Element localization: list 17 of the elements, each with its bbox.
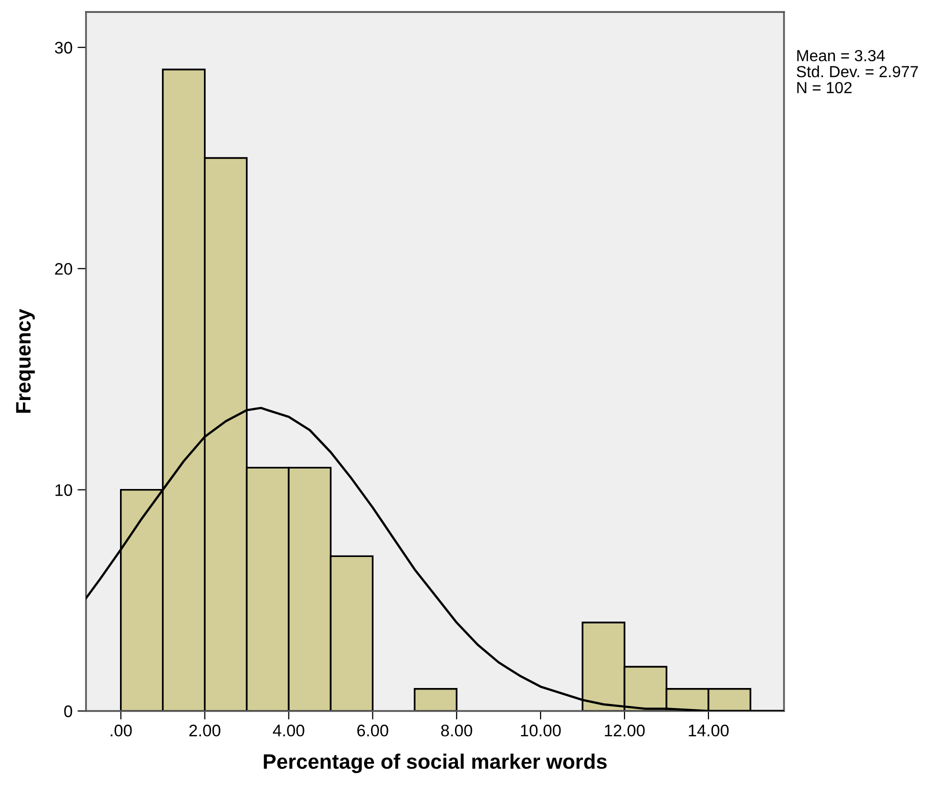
x-tick-label: 8.00: [441, 724, 472, 736]
text: Mean = 3.34: [797, 50, 885, 62]
x-tick-label: 2.00: [189, 724, 220, 736]
x-tick-label: 10.00: [520, 724, 561, 736]
x-axis-title: Percentage of social marker words: [264, 754, 607, 774]
x-tick-label: 6.00: [357, 724, 388, 736]
text: Std. Dev. = 2.977: [796, 66, 918, 78]
y-tick-label: 20: [55, 262, 72, 275]
text: N = 102: [797, 82, 852, 94]
y-tick-label: 10: [56, 484, 72, 496]
y-axis-title: Frequency: [16, 308, 35, 413]
y-tick-label: 30: [54, 42, 72, 54]
y-tick-label: 0: [64, 705, 72, 718]
x-tick-label: .00: [110, 724, 132, 736]
x-tick-label: 12.00: [604, 724, 645, 736]
x-tick-label: 14.00: [688, 724, 729, 736]
x-tick-label: 4.00: [272, 724, 304, 736]
